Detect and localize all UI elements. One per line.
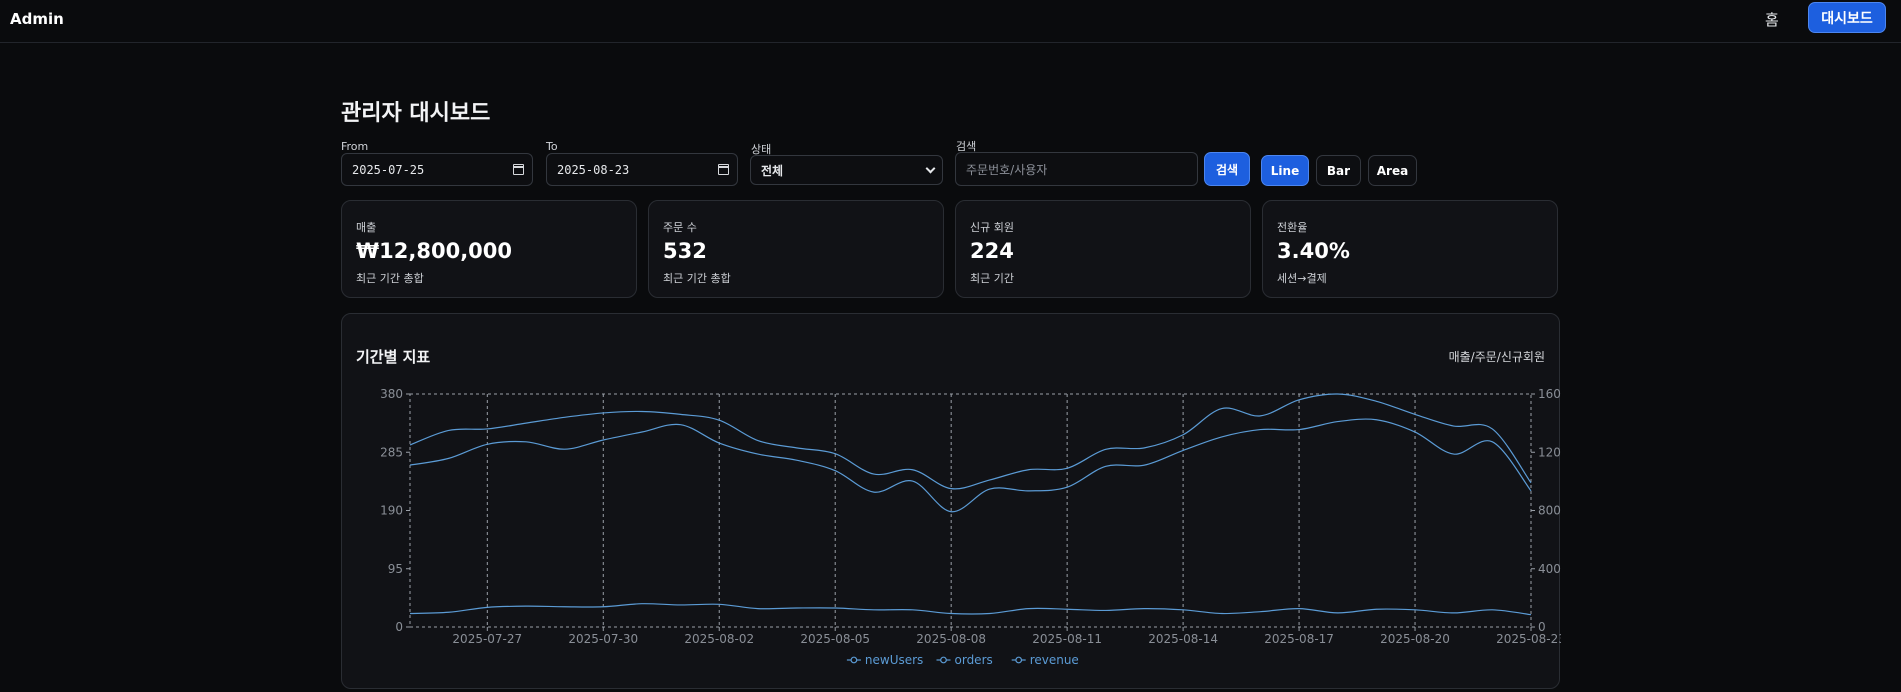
chart-type-bar-button[interactable]: Bar	[1316, 155, 1361, 186]
y-left-tick-label: 380	[380, 387, 403, 401]
y-left-tick-label: 0	[395, 620, 403, 634]
series-line-newUsers	[409, 603, 1532, 616]
search-input[interactable]: 주문번호/사용자	[955, 152, 1198, 186]
y-left-tick-label: 95	[388, 562, 403, 576]
legend-swatch-marker	[940, 656, 947, 664]
chart-type-line-button[interactable]: Line	[1261, 155, 1309, 186]
y-left-tick-label: 285	[380, 445, 403, 459]
nav-dashboard-button[interactable]: 대시보드	[1808, 2, 1886, 33]
to-label: To	[546, 140, 558, 153]
plot-frame	[409, 393, 1532, 628]
kpi-card-revenue: 매출 ₩12,800,000 최근 기간 총합	[341, 200, 637, 298]
x-tick-label: 2025-08-05	[800, 632, 870, 646]
kpi-value: 532	[663, 239, 707, 263]
legend-item-newUsers: newUsers	[865, 653, 923, 667]
kpi-value: ₩12,800,000	[356, 239, 513, 263]
series-line-orders	[409, 418, 1532, 513]
legend-item-revenue: revenue	[1030, 653, 1079, 667]
search-label: 검색	[956, 140, 977, 153]
kpi-card-orders: 주문 수 532 최근 기간 총합	[648, 200, 944, 298]
panel-subtitle: 매출/주문/신규회원	[1448, 350, 1545, 364]
chart-type-area-button[interactable]: Area	[1368, 155, 1417, 186]
y-right-tick-label: 16000000	[1538, 387, 1561, 401]
top-navbar: Admin 홈 대시보드	[0, 0, 1901, 43]
x-tick-label: 2025-08-17	[1264, 632, 1334, 646]
calendar-icon[interactable]	[717, 164, 729, 175]
search-placeholder: 주문번호/사용자	[966, 162, 1048, 177]
to-date-input[interactable]: 2025-08-23	[546, 153, 738, 186]
calendar-icon[interactable]	[512, 164, 524, 175]
brand-logo-text[interactable]: Admin	[10, 10, 64, 28]
series-line-revenue	[409, 393, 1532, 490]
page-title: 관리자 대시보드	[341, 101, 491, 126]
nav-home-link[interactable]: 홈	[1765, 11, 1779, 29]
x-tick-label: 2025-07-27	[452, 632, 522, 646]
kpi-label: 신규 회원	[970, 221, 1014, 234]
metrics-line-chart[interactable]: 2025-07-27 2025-07-30 2025-08-02 2025-08-05…	[342, 314, 1561, 690]
kpi-sub: 최근 기간 총합	[356, 272, 424, 285]
kpi-value: 3.40%	[1277, 239, 1350, 263]
x-tick-label: 2025-07-30	[568, 632, 638, 646]
x-tick-label: 2025-08-08	[916, 632, 986, 646]
y-right-tick-label: 8000000	[1538, 504, 1561, 518]
y-right-tick-label: 4000000	[1538, 562, 1561, 576]
x-tick-label: 2025-08-02	[684, 632, 754, 646]
kpi-label: 주문 수	[663, 221, 697, 234]
to-date-value: 2025-08-23	[557, 162, 630, 177]
legend-swatch-marker	[1015, 656, 1023, 664]
kpi-value: 224	[970, 239, 1014, 263]
kpi-sub: 최근 기간	[970, 272, 1014, 285]
status-selected-value: 전체	[761, 163, 784, 178]
x-tick-label: 2025-08-11	[1032, 632, 1102, 646]
search-button[interactable]: 검색	[1204, 152, 1250, 186]
kpi-label: 매출	[356, 221, 377, 234]
chevron-down-icon	[925, 163, 936, 174]
from-date-input[interactable]: 2025-07-25	[341, 153, 533, 186]
status-select[interactable]: 전체	[750, 155, 943, 185]
kpi-label: 전환율	[1277, 221, 1308, 234]
x-tick-label: 2025-08-23	[1496, 632, 1561, 646]
from-label: From	[341, 140, 369, 153]
y-right-tick-label: 0	[1538, 620, 1546, 634]
x-tick-label: 2025-08-14	[1148, 632, 1218, 646]
kpi-sub: 세션→결제	[1277, 272, 1327, 285]
status-label: 상태	[751, 143, 772, 156]
y-left-tick-label: 190	[380, 504, 403, 518]
x-tick-label: 2025-08-20	[1380, 632, 1450, 646]
legend-item-orders: orders	[955, 653, 993, 667]
kpi-sub: 최근 기간 총합	[663, 272, 731, 285]
metrics-chart-panel: 기간별 지표 매출/주문/신규회원 2025-07-27 2025-07-30 20…	[341, 313, 1561, 690]
kpi-card-conversion: 전환율 3.40% 세션→결제	[1262, 200, 1558, 298]
panel-title: 기간별 지표	[356, 348, 431, 366]
from-date-value: 2025-07-25	[352, 162, 425, 177]
legend-swatch-marker	[850, 656, 858, 664]
kpi-card-new-users: 신규 회원 224 최근 기간	[955, 200, 1251, 298]
y-right-tick-label: 12000000	[1538, 445, 1561, 459]
